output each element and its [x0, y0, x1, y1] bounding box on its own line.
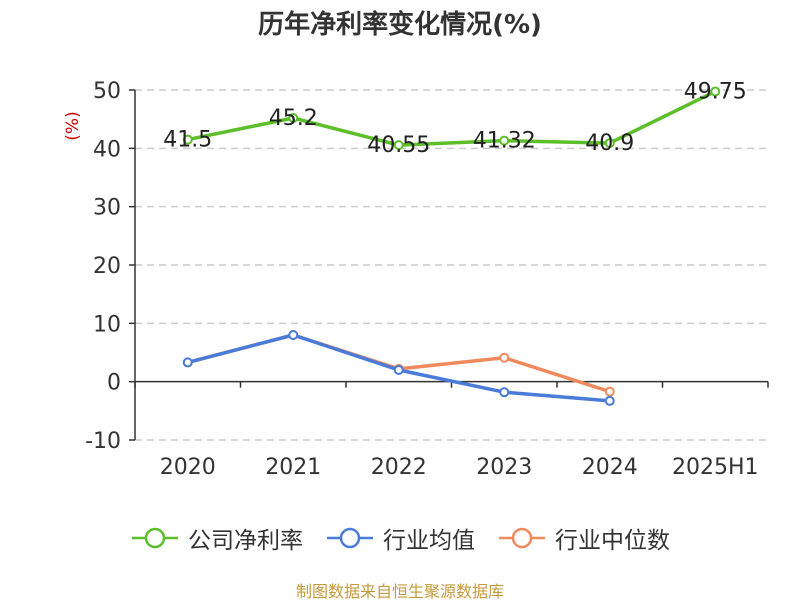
x-tick-label: 2025H1 — [672, 455, 759, 480]
data-point — [604, 386, 615, 397]
data-point — [182, 134, 193, 145]
data-point — [499, 135, 510, 146]
y-tick-label: 40 — [93, 137, 121, 162]
legend-marker-icon — [499, 527, 545, 549]
data-labels: 41.5 45.2 40.55 41.32 40.9 49.75 — [163, 79, 746, 158]
series-lines — [182, 86, 721, 406]
data-label: 41.5 — [163, 128, 212, 153]
legend-item[interactable]: 行业均值 — [325, 521, 475, 555]
series-line — [187, 333, 611, 394]
data-point — [288, 330, 299, 340]
x-tick-label: 2022 — [371, 455, 427, 480]
data-label: 45.2 — [269, 106, 318, 131]
legend-marker-icon — [327, 527, 373, 549]
legend-item[interactable]: 公司净利率 — [130, 521, 303, 555]
chart-title: 历年净利率变化情况(%) — [258, 10, 542, 40]
legend: 公司净利率 行业均值 行业中位数 — [0, 518, 800, 558]
data-label: 40.9 — [585, 131, 634, 156]
data-point — [288, 113, 299, 123]
grid-lines — [135, 89, 768, 441]
data-point — [182, 357, 193, 368]
axes: -10 0 10 20 30 40 50 (%) 2020 2021 2022 2023 2024 202… — [63, 79, 769, 480]
source-note: 制图数据来自恒生聚源数据库 — [295, 582, 504, 601]
data-label: 49.75 — [684, 79, 747, 104]
x-tick-label: 2024 — [582, 455, 638, 480]
data-point — [499, 352, 510, 363]
legend-label: 公司净利率 — [188, 528, 303, 554]
data-point — [499, 387, 510, 398]
x-tick-label: 2021 — [265, 455, 321, 480]
y-tick-label: 0 — [107, 371, 121, 396]
data-point — [604, 395, 615, 406]
legend-item[interactable]: 行业中位数 — [497, 521, 670, 555]
y-tick-label: 50 — [93, 79, 121, 104]
data-label: 40.55 — [367, 133, 430, 158]
y-tick-label: 30 — [93, 196, 121, 221]
legend-marker-icon — [132, 527, 178, 549]
y-tick-label: 20 — [93, 254, 121, 279]
y-axis-label: (%) — [63, 111, 83, 140]
x-tick-label: 2020 — [160, 455, 216, 480]
legend-label: 行业均值 — [383, 528, 475, 554]
data-point — [393, 365, 404, 375]
y-tick-label: -10 — [85, 429, 121, 454]
series-line — [187, 89, 717, 147]
data-label: 41.32 — [473, 129, 536, 154]
x-tick-label: 2023 — [476, 455, 532, 480]
data-point — [604, 138, 615, 149]
y-tick-label: 10 — [93, 312, 121, 337]
legend-label: 行业中位数 — [555, 528, 670, 554]
data-point — [710, 86, 721, 97]
data-point — [393, 140, 404, 151]
